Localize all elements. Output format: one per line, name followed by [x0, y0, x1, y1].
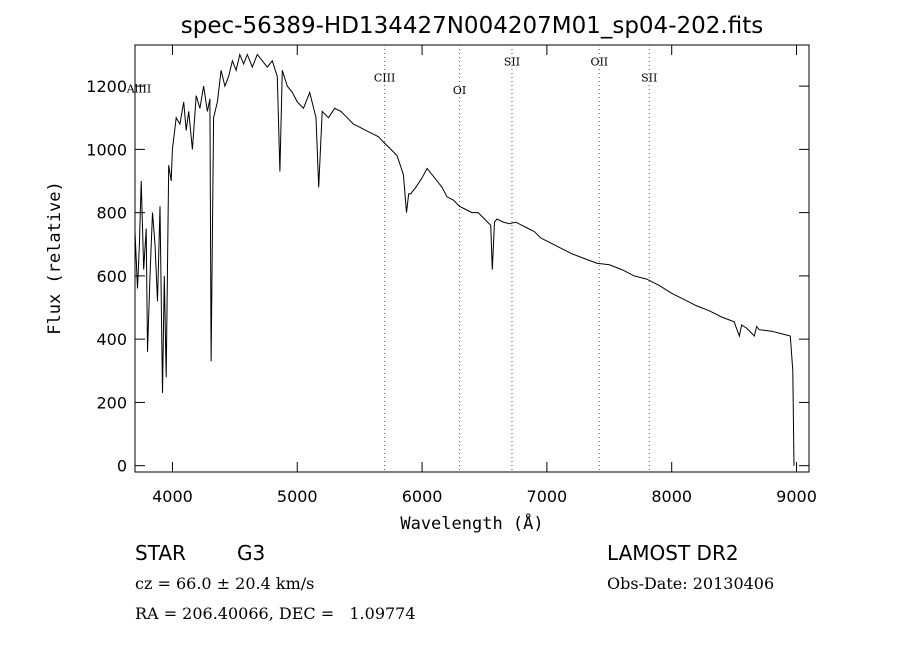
line-marker-label: OI: [453, 84, 466, 97]
x-tick-label: 9000: [776, 487, 817, 506]
x-tick-label: 8000: [651, 487, 692, 506]
plot-frame: [134, 44, 810, 473]
x-tick-label: 4000: [152, 487, 193, 506]
line-marker-label: CIII: [374, 71, 395, 84]
y-tick-label: 0: [117, 457, 127, 476]
line-marker-label: OII: [590, 56, 608, 69]
line-marker-label: SII: [504, 56, 520, 69]
y-tick-label: 1000: [86, 140, 127, 159]
y-tick-label: 600: [96, 267, 127, 286]
x-tick-label: 6000: [402, 487, 443, 506]
redshift-velocity: cz = 66.0 ± 20.4 km/s: [135, 574, 315, 593]
line-marker-label: SII: [641, 71, 657, 84]
observation-date: Obs-Date: 20130406: [607, 574, 775, 593]
y-axis-label: Flux (relative): [45, 181, 65, 335]
survey-name: LAMOST DR2: [607, 541, 739, 565]
ra-dec-coordinates: RA = 206.40066, DEC = 1.09774: [135, 604, 416, 623]
axes: 4000 5000 6000 7000 8000 9000 0 200 400 600 800 100…: [86, 45, 817, 506]
y-tick-label: 1200: [86, 77, 127, 96]
object-class: STAR: [135, 541, 186, 565]
x-tick-label: 7000: [527, 487, 568, 506]
y-tick-label: 400: [96, 330, 127, 349]
x-tick-label: 5000: [277, 487, 318, 506]
emission-line-markers: AlIII CIII OI SII OII SII: [126, 45, 657, 472]
object-subclass: G3: [237, 541, 266, 565]
line-marker-label: AlIII: [126, 82, 152, 95]
x-axis-label: Wavelength (Å): [400, 512, 543, 534]
y-tick-label: 800: [96, 204, 127, 223]
chart-title: spec-56389-HD134427N004207M01_sp04-202.f…: [181, 13, 763, 39]
spectrum-line: [134, 52, 795, 466]
y-tick-label: 200: [96, 393, 127, 412]
